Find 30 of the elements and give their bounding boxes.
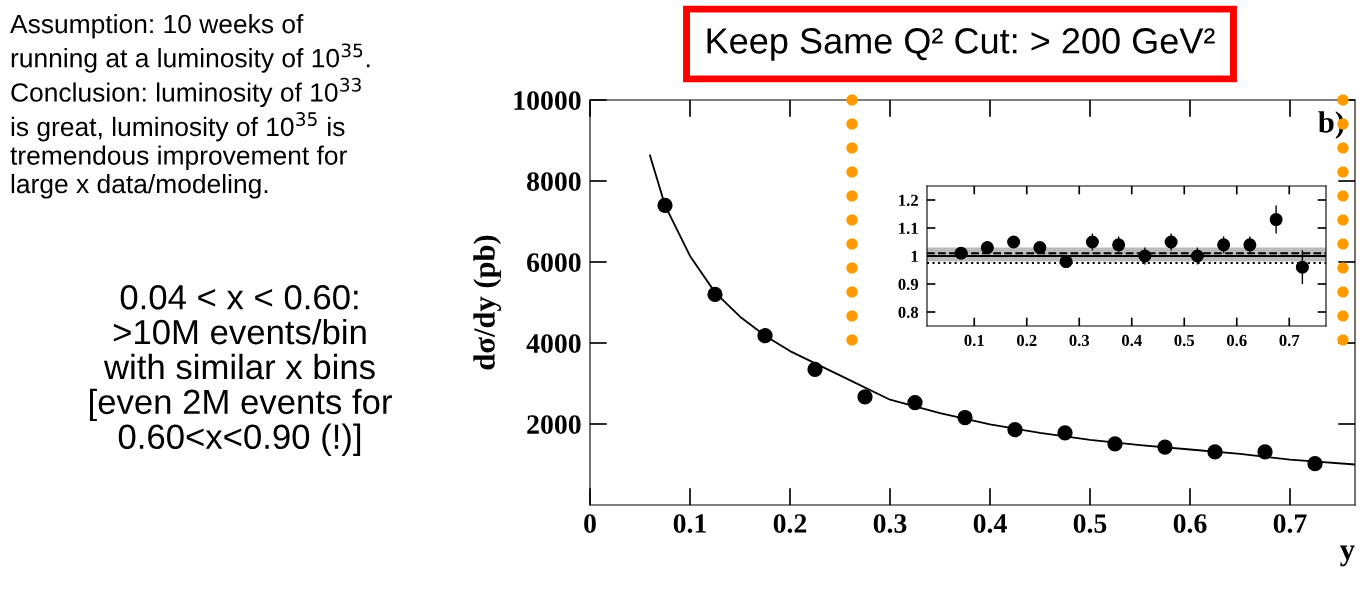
x-axis-title: y bbox=[1340, 545, 1355, 567]
y-tick-label: 2000 bbox=[527, 415, 581, 434]
x-tick-label: 0.2 bbox=[1016, 334, 1037, 347]
x-tick-label: 0.6 bbox=[1226, 334, 1247, 347]
x-tick-label: 0.7 bbox=[1279, 334, 1300, 347]
y-tick-label: 6000 bbox=[527, 253, 581, 272]
x-tick-label: 0.6 bbox=[1173, 514, 1207, 533]
y-tick-label: 0.9 bbox=[898, 278, 919, 291]
x-tick-label: 0.5 bbox=[1073, 514, 1107, 533]
y-tick-label: 4000 bbox=[526, 334, 581, 353]
y-axis-title: dσ/dy (pb) bbox=[473, 235, 502, 370]
x-tick-label: 0.5 bbox=[1174, 334, 1195, 347]
y-tick-label: 1.1 bbox=[899, 222, 918, 235]
x-tick-label: 0.4 bbox=[973, 514, 1007, 533]
x-tick-label: 0.1 bbox=[964, 334, 984, 347]
x-tick-label: 0.7 bbox=[1273, 514, 1307, 533]
y-tick-label: 0.8 bbox=[898, 306, 919, 319]
text: 0.04 < x < 0.60: >10M events/bin with similar x bins [even 2M events for 0.60<x<0.90 (!)] bbox=[90, 284, 392, 456]
y-tick-label: 1 bbox=[911, 250, 918, 262]
x-tick-label: 0 bbox=[584, 514, 596, 533]
y-tick-label: 8000 bbox=[527, 172, 581, 191]
x-tick-label: 0.4 bbox=[1121, 334, 1142, 347]
text: Assumption: 10 weeks of running at a luminosity of 10$^{35}$. Conclusion: luminosity of 10$^{33}$ is great, luminosity of 10$^{35}$ is tremendous improvement for large x data/modeling. bbox=[10, 14, 370, 199]
x-tick-label: 0.3 bbox=[873, 514, 907, 533]
x-tick-label: 0.3 bbox=[1069, 334, 1090, 347]
y-tick-label: 1.2 bbox=[899, 194, 918, 207]
y-tick-label: 10000 bbox=[514, 91, 581, 110]
x-tick-label: 0.1 bbox=[673, 514, 706, 533]
chart-title: Keep Same Q² Cut: > 200 GeV² bbox=[707, 28, 1215, 61]
x-tick-label: 0.2 bbox=[773, 514, 807, 533]
